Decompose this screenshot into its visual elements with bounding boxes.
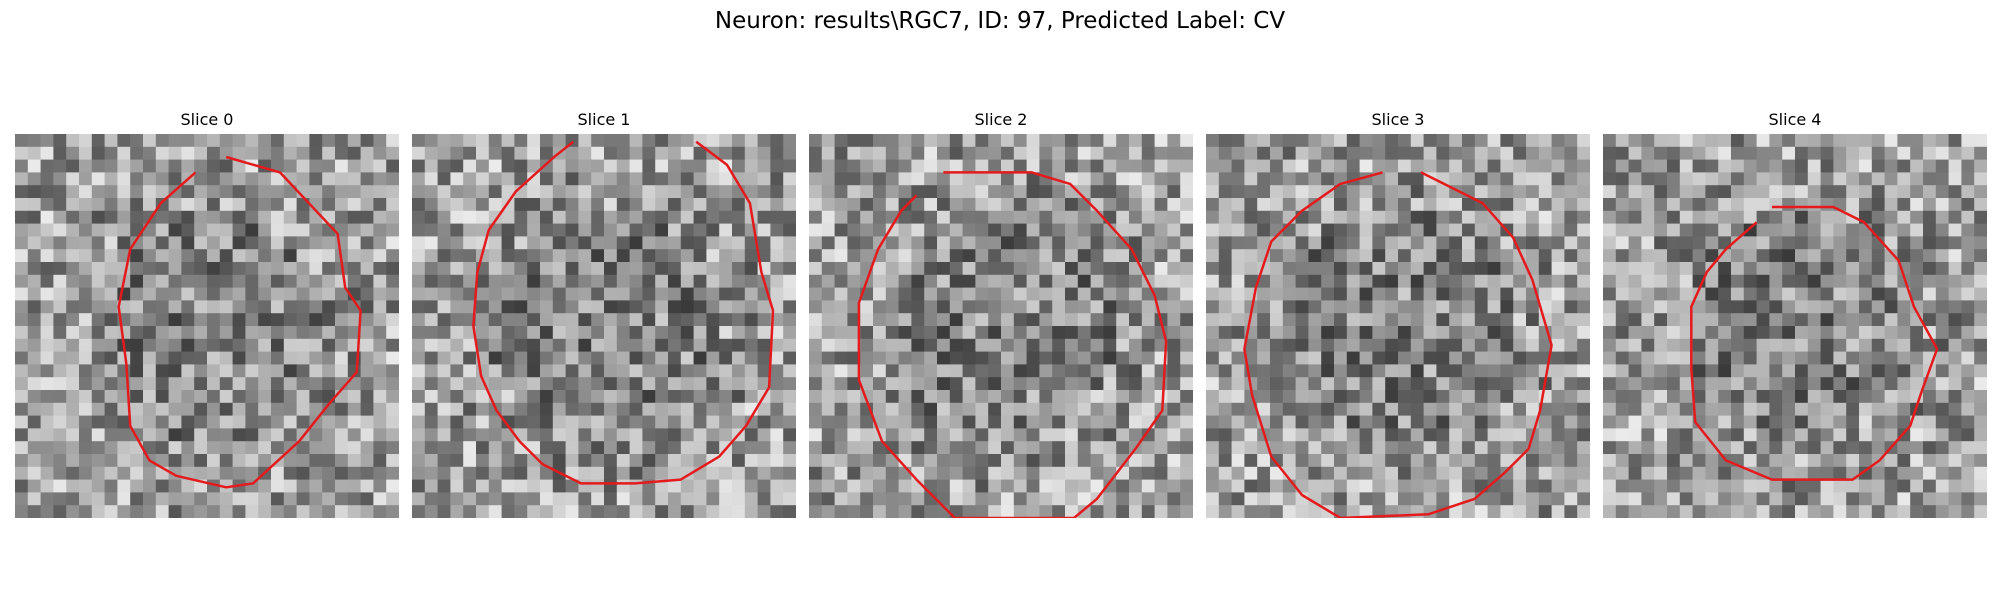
slice-title-3: Slice 3	[1206, 110, 1590, 129]
slice-image-4	[1603, 134, 1987, 518]
figure-title: Neuron: results\RGC7, ID: 97, Predicted …	[0, 8, 2000, 34]
pixel-grid	[1206, 134, 1590, 518]
slice-title-4: Slice 4	[1603, 110, 1987, 129]
slice-title-2: Slice 2	[809, 110, 1193, 129]
slice-image-0	[15, 134, 399, 518]
slice-image-3	[1206, 134, 1590, 518]
pixel-grid	[1603, 134, 1987, 518]
slice-image-2	[809, 134, 1193, 518]
pixel-grid	[412, 134, 796, 518]
slice-image-1	[412, 134, 796, 518]
pixel-grid	[15, 134, 399, 518]
slice-title-0: Slice 0	[15, 110, 399, 129]
pixel-grid	[809, 134, 1193, 518]
slice-title-1: Slice 1	[412, 110, 796, 129]
